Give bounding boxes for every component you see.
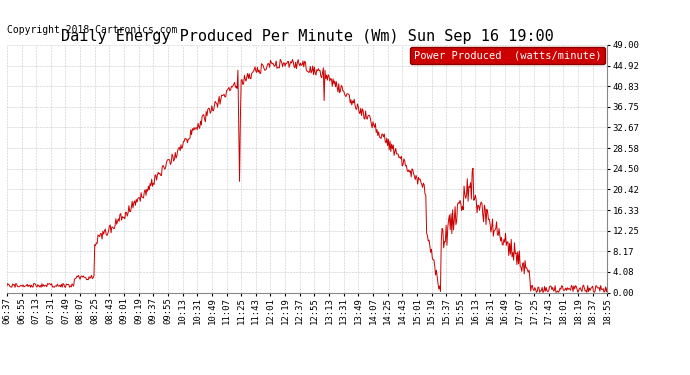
Legend: Power Produced  (watts/minute): Power Produced (watts/minute)	[411, 47, 605, 64]
Text: Copyright 2018 Cartronics.com: Copyright 2018 Cartronics.com	[7, 25, 177, 35]
Title: Daily Energy Produced Per Minute (Wm) Sun Sep 16 19:00: Daily Energy Produced Per Minute (Wm) Su…	[61, 29, 553, 44]
